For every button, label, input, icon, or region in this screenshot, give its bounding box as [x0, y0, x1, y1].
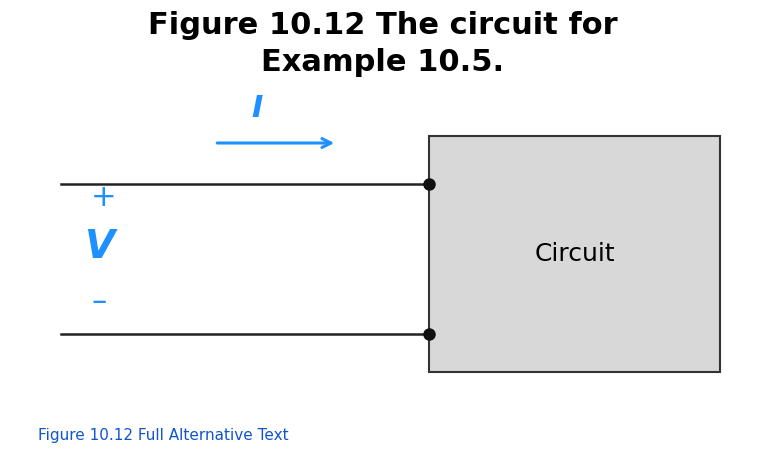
Text: Figure 10.12 Full Alternative Text: Figure 10.12 Full Alternative Text: [38, 428, 289, 443]
Text: I: I: [251, 94, 262, 123]
FancyBboxPatch shape: [429, 136, 720, 372]
Text: Circuit: Circuit: [534, 242, 615, 266]
Text: Figure 10.12 The circuit for
Example 10.5.: Figure 10.12 The circuit for Example 10.…: [148, 11, 618, 77]
Text: +: +: [90, 183, 116, 212]
Text: V: V: [84, 228, 115, 266]
Text: –: –: [92, 287, 107, 316]
